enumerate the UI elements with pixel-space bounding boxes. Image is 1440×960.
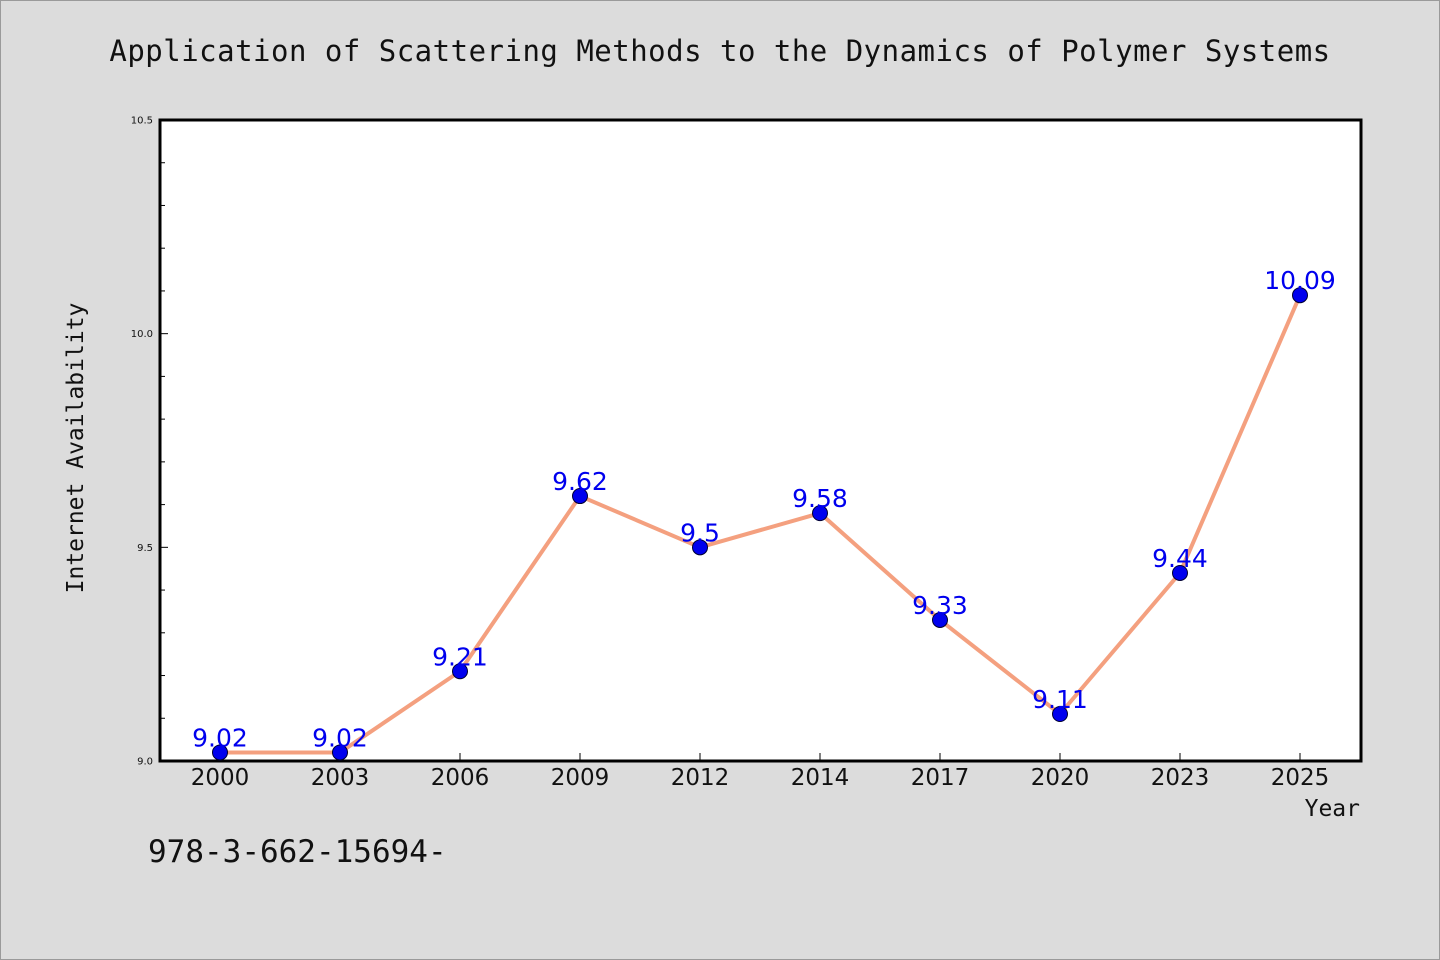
chart-title: Application of Scattering Methods to the…: [109, 34, 1331, 68]
data-point: [1292, 287, 1308, 304]
x-tick-label: 2006: [431, 765, 490, 791]
x-tick-label: 2025: [1271, 765, 1330, 791]
isbn-footnote: 978-3-662-15694-: [148, 834, 447, 870]
data-label: 9.44: [1152, 544, 1208, 573]
data-point: [452, 663, 468, 680]
data-label: 9.02: [312, 723, 368, 752]
data-point: [332, 744, 348, 761]
data-point: [572, 488, 588, 505]
x-tick-label: 2009: [551, 765, 610, 791]
series-line: [218, 293, 1302, 755]
data-label: 9.21: [432, 642, 488, 671]
x-tick-label: 2023: [1151, 765, 1210, 791]
data-point: [932, 611, 948, 628]
data-point: [212, 744, 228, 761]
data-label: 10.09: [1264, 266, 1336, 295]
data-label: 9.5: [680, 518, 720, 547]
y-tick-label: 9.0: [137, 757, 153, 768]
x-tick-label: 2017: [911, 765, 970, 791]
data-label: 9.33: [912, 591, 968, 620]
data-label: 9.62: [552, 467, 608, 496]
x-tick-label: 2003: [311, 765, 370, 791]
data-point: [692, 539, 708, 556]
x-tick-label: 2014: [791, 765, 850, 791]
x-tick-label: 2000: [191, 765, 250, 791]
y-tick-label: 10.0: [131, 329, 153, 340]
data-point: [812, 505, 828, 522]
plot-area: [158, 118, 1363, 763]
data-point: [1052, 705, 1068, 722]
data-label: 9.11: [1032, 685, 1088, 714]
data-label: 9.58: [792, 484, 848, 513]
data-point: [1172, 564, 1188, 581]
x-tick-label: 2020: [1031, 765, 1090, 791]
y-tick-label: 10.5: [131, 116, 153, 127]
x-axis-label: Year: [1304, 796, 1360, 822]
x-tick-label: 2012: [671, 765, 730, 791]
y-tick-label: 9.5: [137, 543, 153, 554]
data-label: 9.02: [192, 723, 248, 752]
